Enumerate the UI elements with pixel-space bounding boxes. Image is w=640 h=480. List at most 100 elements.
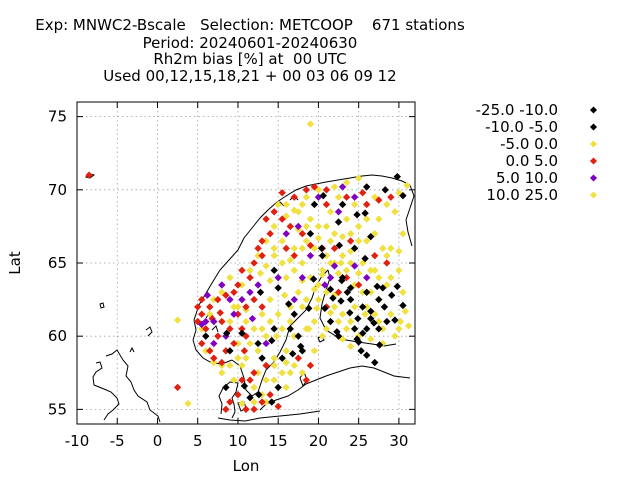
station-point [318,271,327,279]
station-point [238,295,246,304]
y-tick-label: 75 [48,108,67,126]
station-point [306,215,315,223]
station-point [250,325,258,333]
station-point [359,329,367,337]
station-point [314,281,323,289]
station-point [290,193,298,201]
station-point [266,317,274,326]
station-point [258,303,266,311]
station-point [330,262,339,270]
station-point [210,354,218,362]
station-point [234,303,242,311]
station-point [354,314,362,323]
station-point [250,259,258,267]
station-point [314,222,323,231]
legend-label: -10.0 -5.0 [485,118,558,136]
y-tick-label: 70 [48,181,67,199]
station-point [298,244,307,253]
station-point [282,244,290,253]
data-points [85,120,413,414]
station-point [202,332,210,340]
station-point [306,120,315,128]
legend-marker [589,106,598,114]
station-point [278,215,286,223]
station-point [238,361,246,370]
station-point [326,208,335,216]
station-point [216,309,224,317]
station-point [270,208,278,216]
station-point [274,310,282,318]
coastline [84,173,415,423]
station-point [298,200,307,209]
station-point [306,252,315,260]
station-point [274,383,282,392]
y-tick-label: 65 [48,254,67,272]
station-point [270,252,278,260]
legend: -25.0 -10.0-10.0 -5.0-5.0 0.00.0 5.05.0 … [476,101,598,204]
station-point [346,317,355,326]
legend-label: 0.0 5.0 [506,152,558,170]
station-point [383,259,391,267]
station-point [230,303,238,311]
station-point [350,262,359,270]
station-point [254,369,262,377]
station-point [250,405,258,414]
station-point [322,200,331,209]
station-point [403,181,411,190]
station-point [363,200,371,209]
station-point [363,351,371,359]
station-point [262,215,270,223]
title-line-2: Period: 20240601-20240630 [142,34,358,52]
legend-marker [589,191,598,199]
station-point [346,284,355,292]
station-point [387,291,396,299]
station-point [198,310,206,318]
station-point [371,266,379,274]
station-point [274,200,282,209]
title-line-3: Rh2m bias [%] at 00 UTC [153,50,347,68]
station-point [256,269,265,277]
station-point [359,303,367,311]
x-tick-label: 15 [269,432,288,450]
station-point [272,332,281,340]
x-tick-label: 0 [153,432,163,450]
station-point [242,303,250,311]
station-point [375,341,384,349]
station-point [282,347,290,355]
station-point [250,383,258,392]
station-point [290,310,298,318]
station-point [250,369,258,377]
station-point [361,310,369,318]
station-point [361,209,369,217]
station-point [280,291,289,299]
station-point [383,252,391,260]
station-point [342,193,351,201]
station-point [223,329,231,337]
station-point [242,317,250,326]
station-point [262,361,270,370]
station-point [334,269,343,277]
station-point [226,295,234,304]
station-point [310,200,319,209]
station-point [346,309,354,317]
station-point [338,183,347,191]
station-point [278,259,286,267]
station-point [226,347,234,355]
station-point [262,262,270,270]
station-point [322,325,331,333]
legend-marker [589,123,598,131]
station-point [230,288,238,296]
station-point [371,252,379,260]
station-point [346,342,355,351]
station-point [274,402,282,411]
station-point [363,303,371,311]
station-point [254,339,262,348]
station-point [206,347,214,355]
station-point [383,317,391,326]
station-point [343,288,352,296]
station-point [254,347,262,355]
station-point [268,336,276,345]
station-point [218,317,226,326]
x-tick-label: 10 [228,432,247,450]
station-point [317,244,326,253]
